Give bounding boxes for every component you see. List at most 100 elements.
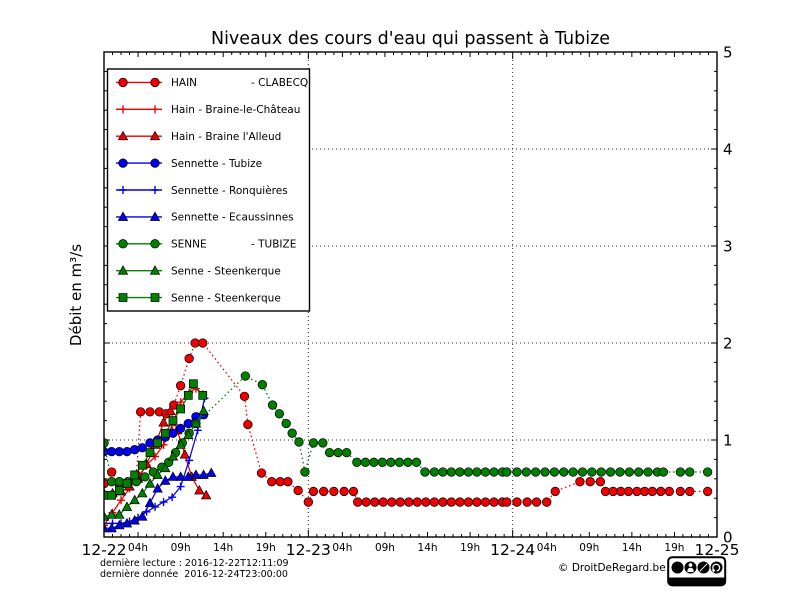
marker-circle bbox=[274, 409, 285, 419]
legend-label: Hain - Braine-le-Château bbox=[171, 104, 300, 116]
marker-circle bbox=[600, 486, 611, 497]
x-hour-label: 09h bbox=[579, 542, 599, 554]
marker-square bbox=[145, 448, 155, 457]
x-hour-label: 19h bbox=[664, 542, 684, 554]
series-senne-steenkerque-7 bbox=[104, 405, 209, 521]
marker-circle bbox=[308, 486, 319, 497]
marker-triangle bbox=[200, 489, 212, 500]
marker-plus bbox=[185, 456, 194, 465]
cc-nc-icon: $ bbox=[697, 561, 710, 574]
marker-circle bbox=[198, 338, 208, 348]
marker-circle bbox=[596, 467, 606, 477]
marker-plus bbox=[104, 519, 108, 528]
marker-circle bbox=[675, 486, 686, 497]
marker-circle bbox=[429, 497, 439, 507]
marker-circle bbox=[702, 467, 713, 477]
marker-circle bbox=[429, 467, 439, 477]
legend-label-suffix: - TUBIZE bbox=[251, 239, 296, 251]
marker-circle bbox=[353, 497, 363, 507]
marker-circle bbox=[318, 438, 328, 448]
marker-square bbox=[107, 490, 117, 500]
marker-triangle bbox=[165, 405, 176, 415]
marker-circle bbox=[656, 486, 666, 497]
marker-triangle bbox=[149, 211, 161, 221]
marker-triangle bbox=[106, 522, 117, 533]
legend-label: Senne - Steenkerque bbox=[171, 265, 281, 277]
marker-circle bbox=[118, 239, 128, 249]
marker-circle bbox=[420, 467, 430, 477]
marker-triangle bbox=[106, 509, 117, 519]
y-tick-label: 3 bbox=[723, 238, 733, 256]
marker-circle bbox=[595, 477, 606, 487]
marker-circle bbox=[137, 443, 147, 453]
x-hour-label: 04h bbox=[332, 542, 352, 554]
marker-circle bbox=[145, 407, 155, 417]
marker-circle bbox=[616, 486, 626, 497]
marker-circle bbox=[122, 446, 132, 457]
marker-circle bbox=[438, 497, 448, 507]
marker-triangle bbox=[149, 130, 161, 141]
marker-circle bbox=[472, 467, 482, 477]
marker-square bbox=[130, 470, 139, 480]
marker-circle bbox=[639, 486, 650, 497]
series-senne-steenkerque-8 bbox=[104, 379, 208, 500]
marker-circle bbox=[150, 239, 160, 249]
legend-label: Sennette - Tubize bbox=[171, 158, 262, 170]
marker-triangle bbox=[152, 482, 163, 493]
marker-circle bbox=[190, 338, 200, 348]
marker-triangle bbox=[175, 471, 186, 481]
marker-plus bbox=[176, 482, 185, 491]
cc-icon: cc bbox=[671, 561, 684, 574]
marker-circle bbox=[275, 477, 285, 487]
marker-circle bbox=[267, 400, 278, 410]
marker-circle bbox=[489, 467, 499, 477]
marker-square bbox=[137, 460, 147, 470]
marker-plus bbox=[119, 186, 127, 194]
marker-circle bbox=[370, 497, 380, 507]
marker-square bbox=[168, 416, 178, 425]
legend-entry: Senne - Steenkerque bbox=[116, 265, 281, 277]
marker-circle bbox=[540, 467, 550, 477]
marker-triangle bbox=[190, 417, 202, 428]
y-axis-label: Débit en m³/s bbox=[67, 243, 85, 347]
legend-entry: Hain - Braine l'Alleud bbox=[116, 130, 281, 143]
marker-circle bbox=[114, 477, 124, 487]
marker-circle bbox=[239, 391, 250, 402]
legend-label: HAIN bbox=[171, 77, 197, 89]
cc-sa-label: SA bbox=[713, 579, 720, 585]
marker-triangle bbox=[183, 429, 194, 440]
marker-circle bbox=[512, 467, 522, 477]
marker-circle bbox=[168, 428, 178, 438]
marker-circle bbox=[531, 467, 541, 477]
marker-square bbox=[150, 293, 160, 302]
marker-triangle bbox=[114, 509, 125, 519]
x-hour-label: 09h bbox=[375, 542, 395, 554]
marker-circle bbox=[283, 477, 293, 487]
y-tick-label: 0 bbox=[723, 529, 733, 547]
cc-by-label: BY bbox=[688, 579, 694, 585]
marker-plus bbox=[117, 496, 126, 505]
marker-circle bbox=[107, 446, 117, 457]
x-hour-label: 04h bbox=[128, 542, 148, 554]
marker-circle bbox=[403, 457, 413, 467]
marker-circle bbox=[446, 497, 457, 507]
marker-triangle bbox=[117, 130, 129, 141]
marker-circle bbox=[287, 428, 297, 438]
marker-circle bbox=[411, 457, 422, 467]
marker-circle bbox=[281, 418, 291, 429]
x-day-label: 12-22 bbox=[81, 541, 126, 559]
marker-circle bbox=[118, 158, 128, 168]
legend-label: Sennette - Ecaussinnes bbox=[171, 212, 294, 224]
marker-triangle bbox=[121, 517, 133, 528]
last-data-text: dernière donnée 2016-12-24T23:00:00 bbox=[100, 569, 288, 580]
marker-circle bbox=[521, 467, 531, 477]
marker-triangle bbox=[179, 449, 191, 459]
marker-circle bbox=[395, 497, 405, 507]
marker-circle bbox=[387, 497, 397, 507]
x-hour-label: 09h bbox=[171, 542, 191, 554]
marker-circle bbox=[352, 457, 362, 467]
marker-circle bbox=[608, 486, 618, 497]
legend-entry: Senne - Steenkerque bbox=[116, 292, 281, 304]
marker-circle bbox=[634, 467, 644, 477]
